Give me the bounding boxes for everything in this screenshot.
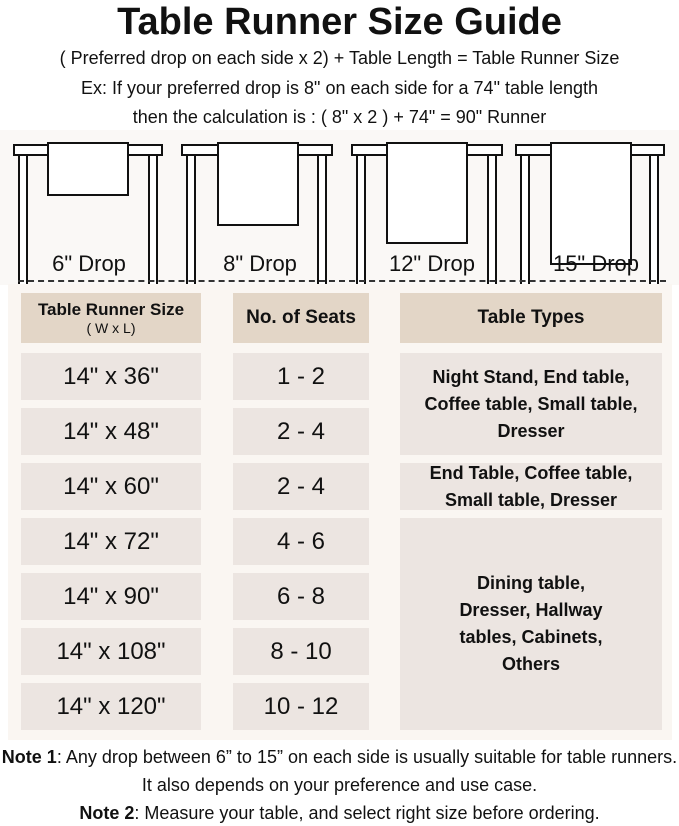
seats-cell: 1 - 2: [233, 353, 369, 400]
drop-label-6: 6" Drop: [52, 251, 126, 276]
size-cell: 14" x 90": [21, 573, 201, 620]
note-1: Note 1: Any drop between 6” to 15” on ea…: [0, 743, 679, 799]
drop-label-15: 15" Drop: [552, 251, 640, 276]
seats-cell: 2 - 4: [233, 408, 369, 455]
note-1-label: Note 1: [1, 747, 57, 767]
drop-illustrations: [0, 130, 679, 286]
header-size-label: Table Runner Size: [37, 300, 185, 319]
table-types-1: Night Stand, End table, Coffee table, Sm…: [400, 353, 662, 455]
note-2-label: Note 2: [79, 803, 135, 823]
seats-cell: 10 - 12: [233, 683, 369, 730]
note-2-text: : Measure your table, and select right s…: [134, 803, 600, 823]
seats-cell: 2 - 4: [233, 463, 369, 510]
table-types-3: Dining table, Dresser, Hallway tables, C…: [400, 518, 662, 730]
table-types-2: End Table, Coffee table, Small table, Dr…: [400, 463, 662, 510]
header-types: Table Types: [400, 293, 662, 343]
divider: [18, 280, 666, 282]
header-size: Table Runner Size ( W x L): [21, 293, 201, 343]
size-cell: 14" x 120": [21, 683, 201, 730]
header-size-sub: ( W x L): [86, 320, 136, 336]
note-1-text: : Any drop between 6” to 15” on each sid…: [56, 747, 678, 795]
seats-cell: 6 - 8: [233, 573, 369, 620]
note-2: Note 2: Measure your table, and select r…: [0, 799, 679, 826]
example-line-2: then the calculation is : ( 8" x 2 ) + 7…: [132, 107, 547, 127]
seats-cell: 8 - 10: [233, 628, 369, 675]
page-title: Table Runner Size Guide: [117, 1, 562, 43]
size-cell: 14" x 108": [21, 628, 201, 675]
size-cell: 14" x 72": [21, 518, 201, 565]
drop-label-12: 12" Drop: [388, 251, 476, 276]
formula: ( Preferred drop on each side x 2) + Tab…: [59, 48, 620, 68]
seats-cell: 4 - 6: [233, 518, 369, 565]
drop-label-8: 8" Drop: [223, 251, 297, 276]
example-line-1: Ex: If your preferred drop is 8" on each…: [80, 78, 599, 98]
header-seats: No. of Seats: [233, 293, 369, 343]
size-cell: 14" x 36": [21, 353, 201, 400]
table-drop-illustration: [13, 142, 665, 286]
size-cell: 14" x 48": [21, 408, 201, 455]
size-cell: 14" x 60": [21, 463, 201, 510]
